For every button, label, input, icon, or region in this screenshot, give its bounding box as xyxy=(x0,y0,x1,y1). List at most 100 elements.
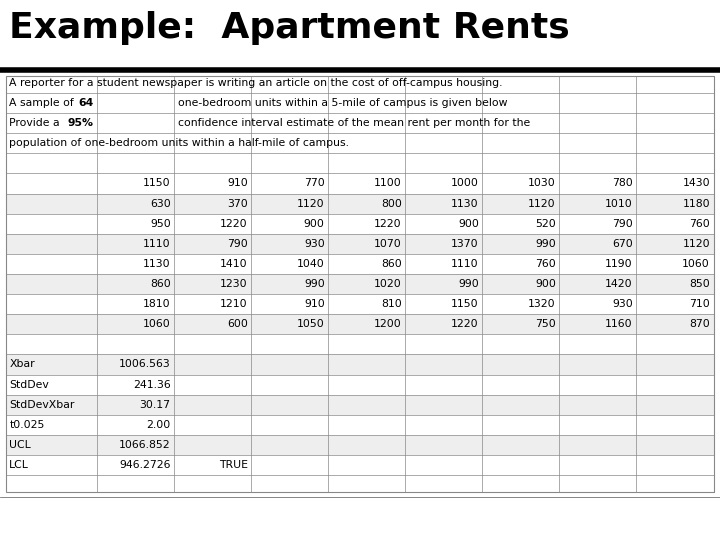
Text: 30.17: 30.17 xyxy=(140,400,171,410)
Text: 790: 790 xyxy=(227,239,248,249)
Text: 930: 930 xyxy=(304,239,325,249)
Text: 990: 990 xyxy=(535,239,556,249)
Text: 750: 750 xyxy=(535,319,556,329)
Bar xyxy=(6,193,714,214)
Text: 1006.563: 1006.563 xyxy=(119,360,171,369)
Text: 1120: 1120 xyxy=(528,199,556,208)
Text: 860: 860 xyxy=(150,279,171,289)
Text: 1010: 1010 xyxy=(605,199,633,208)
Text: 1130: 1130 xyxy=(451,199,479,208)
Text: 1000: 1000 xyxy=(451,179,479,188)
Text: 870: 870 xyxy=(689,319,710,329)
Text: 910: 910 xyxy=(227,179,248,188)
Text: 1030: 1030 xyxy=(528,179,556,188)
Text: TRUE: TRUE xyxy=(219,460,248,470)
Text: 860: 860 xyxy=(381,259,402,269)
Text: 790: 790 xyxy=(612,219,633,229)
Text: 64: 64 xyxy=(78,98,94,108)
Bar xyxy=(6,415,714,435)
Text: 900: 900 xyxy=(304,219,325,229)
Text: 1430: 1430 xyxy=(683,179,710,188)
Text: 900: 900 xyxy=(535,279,556,289)
Text: t0.025: t0.025 xyxy=(9,420,45,430)
Text: 1410: 1410 xyxy=(220,259,248,269)
Text: 1150: 1150 xyxy=(143,179,171,188)
Text: 1040: 1040 xyxy=(297,259,325,269)
Text: 1060: 1060 xyxy=(682,259,710,269)
Text: 1230: 1230 xyxy=(220,279,248,289)
Text: StdDev: StdDev xyxy=(9,380,49,389)
Text: Provide a: Provide a xyxy=(9,118,60,128)
Text: 1180: 1180 xyxy=(683,199,710,208)
Bar xyxy=(6,274,714,294)
Text: confidence interval estimate of the mean rent per month for the: confidence interval estimate of the mean… xyxy=(178,118,530,128)
Text: 780: 780 xyxy=(612,179,633,188)
Text: one-bedroom units within a 5-mile of campus is given below: one-bedroom units within a 5-mile of cam… xyxy=(178,98,508,108)
Text: 1060: 1060 xyxy=(143,319,171,329)
Text: 1110: 1110 xyxy=(451,259,479,269)
Text: 760: 760 xyxy=(689,219,710,229)
Text: Example:  Apartment Rents: Example: Apartment Rents xyxy=(9,11,570,45)
Bar xyxy=(6,173,714,193)
Text: 1050: 1050 xyxy=(297,319,325,329)
Bar xyxy=(6,314,714,334)
Bar xyxy=(6,455,714,475)
Text: 950: 950 xyxy=(150,219,171,229)
Text: 1070: 1070 xyxy=(374,239,402,249)
Text: 990: 990 xyxy=(304,279,325,289)
Text: 1066.852: 1066.852 xyxy=(119,440,171,450)
Text: Jan.-2016: Jan.-2016 xyxy=(533,515,589,528)
Text: 1200: 1200 xyxy=(374,319,402,329)
Text: 1100: 1100 xyxy=(374,179,402,188)
Text: 1810: 1810 xyxy=(143,299,171,309)
Text: 1220: 1220 xyxy=(451,319,479,329)
Text: 930: 930 xyxy=(612,299,633,309)
Text: 1320: 1320 xyxy=(528,299,556,309)
Text: 630: 630 xyxy=(150,199,171,208)
Text: 241.36: 241.36 xyxy=(133,380,171,389)
Text: 1220: 1220 xyxy=(374,219,402,229)
Text: population of one-bedroom units within a half-mile of campus.: population of one-bedroom units within a… xyxy=(9,138,349,149)
Text: 1120: 1120 xyxy=(683,239,710,249)
Text: 850: 850 xyxy=(689,279,710,289)
Text: 1120: 1120 xyxy=(297,199,325,208)
Text: UCL: UCL xyxy=(9,440,31,450)
Text: 710: 710 xyxy=(689,299,710,309)
Text: 600: 600 xyxy=(227,319,248,329)
Text: 1370: 1370 xyxy=(451,239,479,249)
Text: 800: 800 xyxy=(381,199,402,208)
Text: 990: 990 xyxy=(458,279,479,289)
Text: 1210: 1210 xyxy=(220,299,248,309)
Bar xyxy=(6,435,714,455)
Text: 770: 770 xyxy=(304,179,325,188)
Text: Xbar: Xbar xyxy=(9,360,35,369)
Text: 670: 670 xyxy=(612,239,633,249)
Text: 900: 900 xyxy=(458,219,479,229)
Text: 1130: 1130 xyxy=(143,259,171,269)
Bar xyxy=(6,254,714,274)
Text: 1160: 1160 xyxy=(606,319,633,329)
Text: 520: 520 xyxy=(535,219,556,229)
Text: 95%: 95% xyxy=(68,118,94,128)
Bar xyxy=(6,354,714,375)
Text: 760: 760 xyxy=(535,259,556,269)
Bar xyxy=(6,395,714,415)
Text: A sample of: A sample of xyxy=(9,98,74,108)
Text: 1020: 1020 xyxy=(374,279,402,289)
Text: 1150: 1150 xyxy=(451,299,479,309)
Text: StdDevXbar: StdDevXbar xyxy=(9,400,75,410)
Text: Sampling Distribution & Confidence Interval: Sampling Distribution & Confidence Inter… xyxy=(9,515,269,528)
Text: 2.00: 2.00 xyxy=(146,420,171,430)
Text: Ardavan Asef-Vaziri: Ardavan Asef-Vaziri xyxy=(403,515,518,528)
Text: LCL: LCL xyxy=(9,460,30,470)
Bar xyxy=(6,234,714,254)
Text: 51: 51 xyxy=(690,514,711,529)
Bar xyxy=(6,214,714,234)
Text: 946.2726: 946.2726 xyxy=(119,460,171,470)
Text: A reporter for a student newspaper is writing an article on the cost of off-camp: A reporter for a student newspaper is wr… xyxy=(9,78,503,88)
Text: 1220: 1220 xyxy=(220,219,248,229)
Text: 1420: 1420 xyxy=(606,279,633,289)
Text: 1110: 1110 xyxy=(143,239,171,249)
Text: 910: 910 xyxy=(304,299,325,309)
Text: 1190: 1190 xyxy=(606,259,633,269)
